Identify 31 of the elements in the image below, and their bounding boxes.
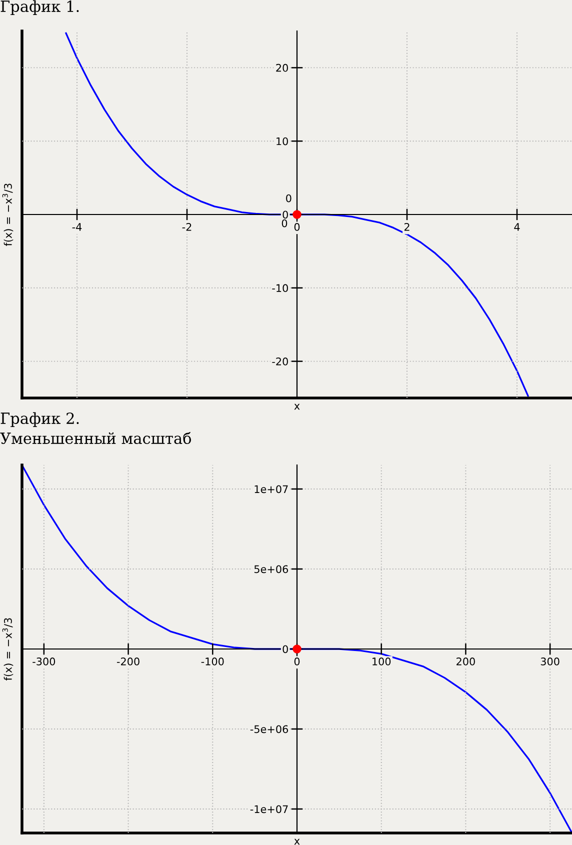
x-axis-title: x bbox=[294, 838, 300, 845]
y-tick-label: 20 bbox=[276, 64, 288, 72]
x-tick-label: 2 bbox=[404, 223, 410, 231]
y-tick-label: 0 bbox=[282, 210, 288, 219]
y-tick-label: -5e+06 bbox=[250, 725, 288, 734]
x-tick-label: 300 bbox=[540, 658, 560, 666]
x-tick-label: 0 bbox=[294, 223, 300, 231]
x-tick-label: -100 bbox=[201, 658, 224, 666]
y-tick-label: -10 bbox=[272, 284, 288, 292]
y-tick-label: 1e+07 bbox=[254, 485, 288, 494]
x-tick-label: 4 bbox=[514, 223, 520, 231]
y-tick-label: 0 bbox=[282, 645, 288, 654]
x-tick-label: -4 bbox=[72, 223, 82, 231]
x-tick-label: -2 bbox=[182, 223, 192, 231]
x-tick-label: -200 bbox=[116, 658, 140, 666]
x-tick-label: -300 bbox=[32, 658, 56, 666]
x-tick-label: 100 bbox=[372, 658, 391, 666]
chart-title: График 2. bbox=[0, 412, 79, 427]
chart-subtitle: Уменьшенный масштаб bbox=[0, 432, 192, 444]
line-series bbox=[22, 466, 572, 832]
x-axis-title: x bbox=[294, 404, 300, 410]
chart-title: График 1. bbox=[0, 0, 79, 15]
y-tick-label: -1e+07 bbox=[250, 805, 288, 814]
y-axis-title: f(x) = −x$^{3}$/3 bbox=[2, 184, 14, 246]
y-tick-label: 10 bbox=[276, 137, 288, 146]
x-tick-label: 200 bbox=[456, 658, 475, 666]
line-series bbox=[65, 32, 529, 397]
y-tick-label: -20 bbox=[272, 358, 288, 366]
y-axis-title: f(x) = −x$^{3}$/3 bbox=[2, 618, 14, 680]
y-tick-label: 5e+06 bbox=[254, 565, 288, 574]
x-tick-label: 0 bbox=[294, 658, 300, 666]
